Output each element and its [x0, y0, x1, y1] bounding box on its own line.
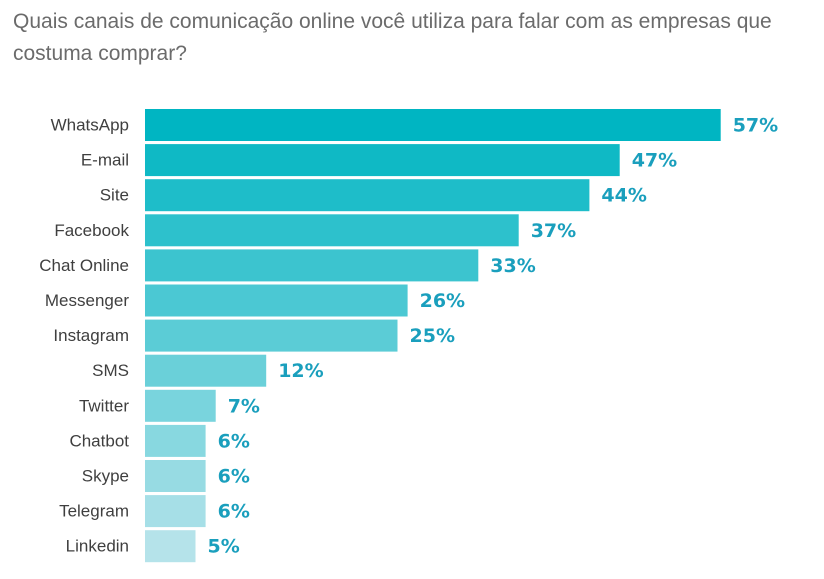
bar-messenger: [145, 284, 408, 317]
category-label-messenger: Messenger: [45, 291, 129, 310]
category-label-instagram: Instagram: [53, 326, 129, 345]
value-label-instagram: 25%: [410, 325, 455, 347]
bar-site: [145, 179, 590, 212]
bar-chat-online: [145, 249, 479, 282]
category-label-twitter: Twitter: [79, 396, 129, 415]
value-label-sms: 12%: [278, 360, 323, 382]
bar-linkedin: [145, 530, 196, 563]
category-label-skype: Skype: [82, 466, 129, 485]
category-label-facebook: Facebook: [54, 221, 129, 240]
bar-facebook: [145, 214, 519, 247]
value-label-e-mail: 47%: [632, 150, 677, 172]
category-label-whatsapp: WhatsApp: [51, 115, 129, 134]
bar-chatbot: [145, 424, 206, 457]
value-label-chat-online: 33%: [490, 255, 535, 277]
value-label-twitter: 7%: [228, 395, 260, 417]
value-label-telegram: 6%: [218, 501, 250, 523]
value-label-skype: 6%: [218, 466, 250, 488]
category-label-linkedin: Linkedin: [66, 537, 129, 556]
bar-sms: [145, 354, 267, 387]
value-label-facebook: 37%: [531, 220, 576, 242]
bar-twitter: [145, 389, 216, 422]
value-label-site: 44%: [601, 185, 646, 207]
bar-telegram: [145, 495, 206, 528]
value-label-messenger: 26%: [420, 290, 465, 312]
category-label-sms: SMS: [92, 361, 129, 380]
value-label-linkedin: 5%: [208, 536, 240, 558]
category-label-chatbot: Chatbot: [69, 431, 129, 450]
value-label-whatsapp: 57%: [733, 115, 778, 137]
bar-whatsapp: [145, 109, 721, 141]
chart-title: Quais canais de comunicação online você …: [13, 10, 772, 65]
category-label-telegram: Telegram: [59, 502, 129, 521]
category-label-site: Site: [100, 186, 129, 205]
bar-instagram: [145, 319, 398, 352]
bar-skype: [145, 460, 206, 492]
value-label-chatbot: 6%: [218, 430, 250, 452]
category-label-chat-online: Chat Online: [39, 256, 129, 275]
bar-e-mail: [145, 144, 620, 177]
category-label-e-mail: E-mail: [81, 151, 129, 170]
